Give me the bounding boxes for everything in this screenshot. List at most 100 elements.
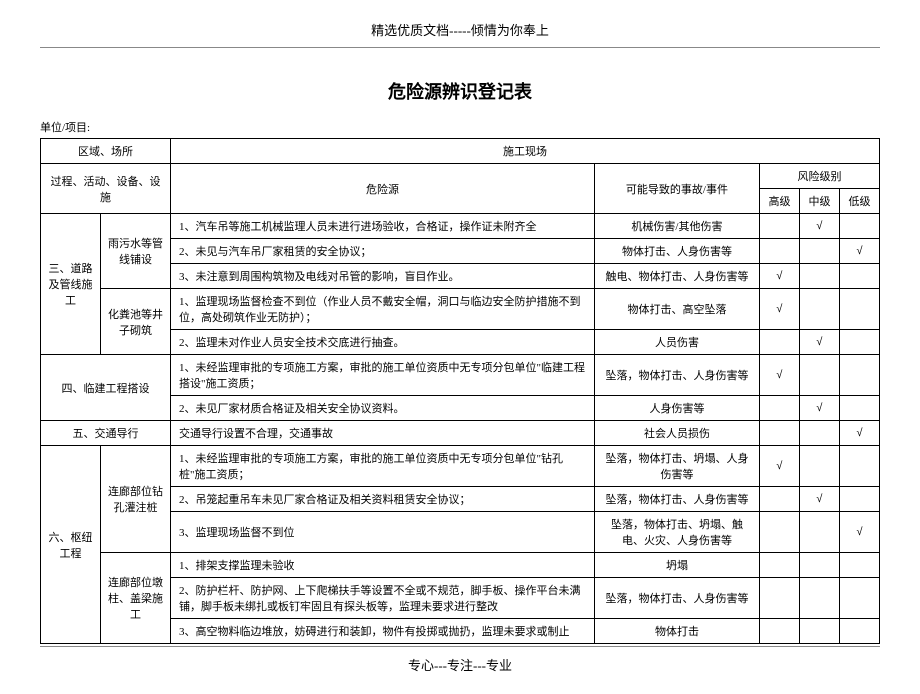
- mid-cell: √: [799, 396, 839, 421]
- mid-cell: √: [799, 487, 839, 512]
- low-cell: [839, 553, 879, 578]
- low-cell: [839, 264, 879, 289]
- mid-cell: [799, 512, 839, 553]
- low-cell: [839, 487, 879, 512]
- low-cell: √: [839, 421, 879, 446]
- col-site: 施工现场: [171, 139, 880, 164]
- accident-cell: 坠落，物体打击、人身伤害等: [594, 487, 759, 512]
- accident-cell: 物体打击: [594, 619, 759, 644]
- subsection-name: 连廊部位钻孔灌注桩: [101, 446, 171, 553]
- accident-cell: 物体打击、人身伤害等: [594, 239, 759, 264]
- high-cell: √: [759, 289, 799, 330]
- hazard-cell: 交通导行设置不合理，交通事故: [171, 421, 595, 446]
- unit-label: 单位/项目:: [40, 119, 880, 135]
- mid-cell: √: [799, 330, 839, 355]
- section-name: 四、临建工程搭设: [41, 355, 171, 421]
- mid-cell: [799, 289, 839, 330]
- low-cell: [839, 396, 879, 421]
- high-cell: [759, 330, 799, 355]
- hazard-cell: 2、防护栏杆、防护网、上下爬梯扶手等设置不全或不规范，脚手板、操作平台未满铺，脚…: [171, 578, 595, 619]
- accident-cell: 坠落，物体打击、人身伤害等: [594, 355, 759, 396]
- accident-cell: 坠落，物体打击、坍塌、触电、火灾、人身伤害等: [594, 512, 759, 553]
- high-cell: [759, 619, 799, 644]
- table-header-row1: 区域、场所 施工现场: [41, 139, 880, 164]
- low-cell: [839, 578, 879, 619]
- hazard-cell: 2、未见与汽车吊厂家租赁的安全协议；: [171, 239, 595, 264]
- mid-cell: [799, 264, 839, 289]
- accident-cell: 触电、物体打击、人身伤害等: [594, 264, 759, 289]
- col-high: 高级: [759, 189, 799, 214]
- low-cell: [839, 214, 879, 239]
- subsection-name: 雨污水等管线铺设: [101, 214, 171, 289]
- mid-cell: [799, 578, 839, 619]
- hazard-cell: 1、未经监理审批的专项施工方案，审批的施工单位资质中无专项分包单位"钻孔桩"施工…: [171, 446, 595, 487]
- hazard-cell: 3、未注意到周围构筑物及电线对吊管的影响，盲目作业。: [171, 264, 595, 289]
- document-title: 危险源辨识登记表: [40, 78, 880, 104]
- high-cell: √: [759, 264, 799, 289]
- mid-cell: [799, 421, 839, 446]
- accident-cell: 人员伤害: [594, 330, 759, 355]
- accident-cell: 坠落，物体打击、坍塌、人身伤害等: [594, 446, 759, 487]
- table-header-row2: 过程、活动、设备、设施 危险源 可能导致的事故/事件 风险级别: [41, 164, 880, 189]
- hazard-cell: 1、监理现场监督检查不到位（作业人员不戴安全帽，洞口与临边安全防护措施不到位，高…: [171, 289, 595, 330]
- hazard-table: 区域、场所 施工现场 过程、活动、设备、设施 危险源 可能导致的事故/事件 风险…: [40, 138, 880, 644]
- table-row: 三、道路及管线施工 雨污水等管线铺设 1、汽车吊等施工机械监理人员未进行进场验收…: [41, 214, 880, 239]
- hazard-cell: 2、吊笼起重吊车未见厂家合格证及相关资料租赁安全协议；: [171, 487, 595, 512]
- col-risk-level: 风险级别: [759, 164, 879, 189]
- mid-cell: [799, 446, 839, 487]
- table-row: 五、交通导行 交通导行设置不合理，交通事故 社会人员损伤 √: [41, 421, 880, 446]
- low-cell: [839, 619, 879, 644]
- mid-cell: [799, 239, 839, 264]
- table-row: 连廊部位墩柱、盖梁施工 1、排架支撑监理未验收 坍塌: [41, 553, 880, 578]
- high-cell: √: [759, 446, 799, 487]
- accident-cell: 机械伤害/其他伤害: [594, 214, 759, 239]
- page-footer: 专心---专注---专业: [40, 646, 880, 674]
- accident-cell: 坍塌: [594, 553, 759, 578]
- section-name: 三、道路及管线施工: [41, 214, 101, 355]
- hazard-cell: 3、监理现场监督不到位: [171, 512, 595, 553]
- low-cell: [839, 355, 879, 396]
- accident-cell: 社会人员损伤: [594, 421, 759, 446]
- mid-cell: [799, 355, 839, 396]
- low-cell: [839, 330, 879, 355]
- low-cell: [839, 446, 879, 487]
- hazard-cell: 3、高空物料临边堆放，妨碍进行和装卸，物件有投掷或抛扔，监理未要求或制止: [171, 619, 595, 644]
- subsection-name: 连廊部位墩柱、盖梁施工: [101, 553, 171, 644]
- page-header: 精选优质文档-----倾情为你奉上: [40, 20, 880, 48]
- high-cell: [759, 239, 799, 264]
- subsection-name: 化粪池等井子砌筑: [101, 289, 171, 355]
- hazard-cell: 1、未经监理审批的专项施工方案，审批的施工单位资质中无专项分包单位"临建工程搭设…: [171, 355, 595, 396]
- mid-cell: √: [799, 214, 839, 239]
- high-cell: [759, 578, 799, 619]
- col-mid: 中级: [799, 189, 839, 214]
- col-process: 过程、活动、设备、设施: [41, 164, 171, 214]
- table-row: 六、枢纽工程 连廊部位钻孔灌注桩 1、未经监理审批的专项施工方案，审批的施工单位…: [41, 446, 880, 487]
- mid-cell: [799, 619, 839, 644]
- section-name: 六、枢纽工程: [41, 446, 101, 644]
- high-cell: √: [759, 355, 799, 396]
- hazard-cell: 2、监理未对作业人员安全技术交底进行抽查。: [171, 330, 595, 355]
- high-cell: [759, 512, 799, 553]
- accident-cell: 物体打击、高空坠落: [594, 289, 759, 330]
- section-name: 五、交通导行: [41, 421, 171, 446]
- col-accident: 可能导致的事故/事件: [594, 164, 759, 214]
- low-cell: √: [839, 239, 879, 264]
- low-cell: [839, 289, 879, 330]
- hazard-cell: 2、未见厂家材质合格证及相关安全协议资料。: [171, 396, 595, 421]
- hazard-cell: 1、排架支撑监理未验收: [171, 553, 595, 578]
- table-row: 四、临建工程搭设 1、未经监理审批的专项施工方案，审批的施工单位资质中无专项分包…: [41, 355, 880, 396]
- high-cell: [759, 487, 799, 512]
- high-cell: [759, 214, 799, 239]
- accident-cell: 人身伤害等: [594, 396, 759, 421]
- high-cell: [759, 396, 799, 421]
- col-hazard: 危险源: [171, 164, 595, 214]
- hazard-cell: 1、汽车吊等施工机械监理人员未进行进场验收，合格证，操作证未附齐全: [171, 214, 595, 239]
- col-low: 低级: [839, 189, 879, 214]
- high-cell: [759, 421, 799, 446]
- mid-cell: [799, 553, 839, 578]
- high-cell: [759, 553, 799, 578]
- accident-cell: 坠落，物体打击、人身伤害等: [594, 578, 759, 619]
- low-cell: √: [839, 512, 879, 553]
- col-area: 区域、场所: [41, 139, 171, 164]
- table-row: 化粪池等井子砌筑 1、监理现场监督检查不到位（作业人员不戴安全帽，洞口与临边安全…: [41, 289, 880, 330]
